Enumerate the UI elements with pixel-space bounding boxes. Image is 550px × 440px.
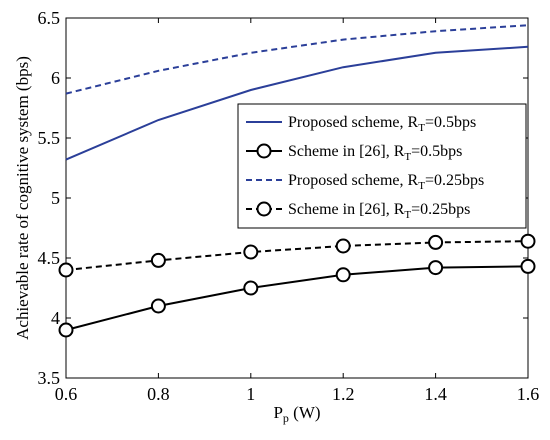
series-2-point — [520, 258, 536, 274]
legend-entry-1: Proposed scheme, RT=0.5bps — [288, 114, 476, 134]
series-4-point — [243, 244, 259, 260]
tick-labels: 0.6 0.8 1 1.2 1.4 1.6 3.5 4 4.5 5 5.5 6 6.5 — [38, 8, 540, 404]
legend-marker-4 — [256, 201, 272, 217]
series-lines — [65, 24, 529, 331]
legend-entry-3: Proposed scheme, RT=0.25bps — [288, 172, 484, 192]
series-2-point — [335, 267, 351, 283]
y-axis-label: Achievable rate of cognitive system (bps… — [13, 56, 32, 340]
y-tick-label: 4.5 — [38, 248, 61, 268]
series-4-point — [58, 262, 74, 278]
x-tick-label: 0.8 — [147, 384, 170, 404]
y-tick-label: 3.5 — [38, 368, 61, 388]
y-tick-label: 6.5 — [38, 8, 61, 28]
series-line-2 — [65, 265, 529, 331]
series-4-point — [335, 238, 351, 254]
y-tick-label: 4 — [51, 308, 60, 328]
series-4-point — [520, 233, 536, 249]
y-tick-label: 5 — [51, 188, 60, 208]
legend-entry-2: Scheme in [26], RT=0.5bps — [288, 143, 462, 163]
x-axis-label: Pp (W) — [273, 403, 320, 425]
legend-entry-4: Scheme in [26], RT=0.25bps — [288, 201, 470, 221]
legend-box — [237, 103, 527, 229]
series-4-point — [428, 234, 444, 250]
series-2-point — [58, 322, 74, 338]
axis-ticks — [65, 17, 529, 379]
series-2-point — [243, 280, 259, 296]
series-4-point — [150, 252, 166, 268]
x-tick-label: 1.4 — [424, 384, 447, 404]
series-2-point — [428, 260, 444, 276]
x-tick-label: 1.6 — [517, 384, 540, 404]
x-tick-label: 0.6 — [55, 384, 78, 404]
y-tick-label: 5.5 — [38, 128, 61, 148]
x-tick-label: 1 — [246, 384, 255, 404]
legend: Proposed scheme, RT=0.5bps Scheme in [26]… — [237, 103, 527, 229]
series-line-1 — [65, 45, 529, 161]
y-tick-label: 6 — [51, 68, 60, 88]
series-2-point — [150, 298, 166, 314]
series-markers — [58, 233, 536, 338]
x-tick-label: 1.2 — [332, 384, 355, 404]
legend-marker-2 — [256, 143, 272, 159]
series-line-3 — [65, 24, 529, 95]
series-line-4 — [65, 240, 529, 271]
